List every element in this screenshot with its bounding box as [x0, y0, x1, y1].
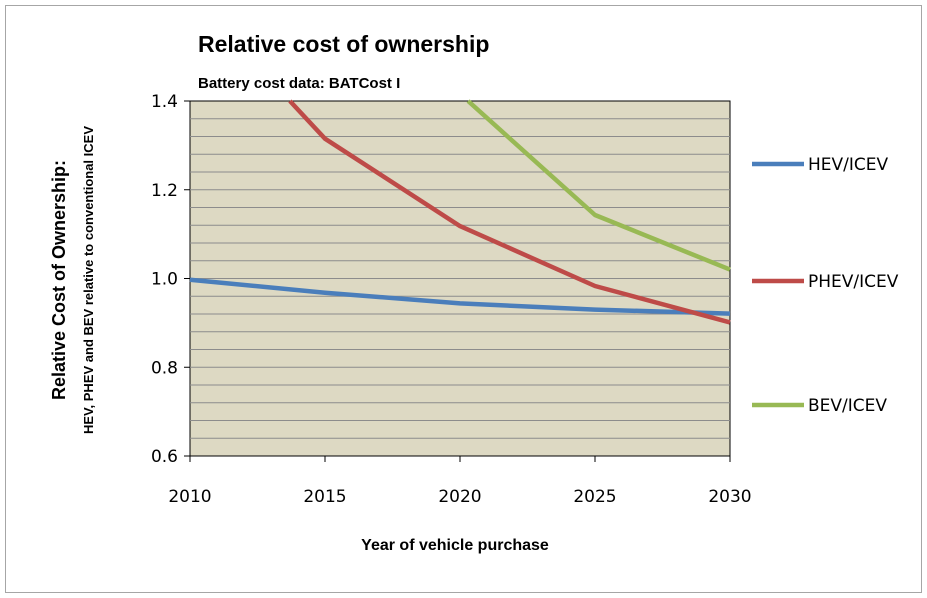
y-tick-label: 1.0	[151, 270, 178, 290]
x-tick-label: 2010	[168, 487, 211, 507]
y-axis-ticks: 0.6 0.8 1.0 1.2 1.4	[151, 92, 190, 467]
x-tick-label: 2020	[438, 487, 481, 507]
legend-label-phev-icev: PHEV/ICEV	[808, 272, 899, 292]
x-axis-ticks: 2010 2015 2020 2025 2030	[168, 456, 752, 507]
x-axis-label: Year of vehicle purchase	[361, 537, 549, 554]
x-tick-label: 2030	[708, 487, 751, 507]
chart-title: Relative cost of ownership	[198, 31, 489, 57]
series-line-bev-icev	[466, 99, 731, 272]
legend: HEV/ICEV PHEV/ICEV BEV/ICEV	[752, 155, 899, 416]
x-tick-label: 2025	[573, 487, 616, 507]
legend-label-hev-icev: HEV/ICEV	[808, 155, 889, 175]
chart-subtitle: Battery cost data: BATCost I	[198, 75, 400, 92]
y-tick-label: 0.8	[151, 358, 178, 378]
y-tick-label: 0.6	[151, 447, 178, 467]
series-line-hev-icev	[189, 277, 731, 316]
series-line-phev-icev	[288, 99, 731, 325]
y-tick-label: 1.4	[151, 92, 178, 112]
legend-label-bev-icev: BEV/ICEV	[808, 396, 887, 416]
y-axis-label-secondary: HEV, PHEV and BEV relative to convention…	[81, 126, 96, 434]
series-lines	[189, 99, 731, 325]
x-tick-label: 2015	[303, 487, 346, 507]
y-tick-label: 1.2	[151, 181, 178, 201]
y-axis-label: Relative Cost of Ownership:	[49, 160, 69, 400]
